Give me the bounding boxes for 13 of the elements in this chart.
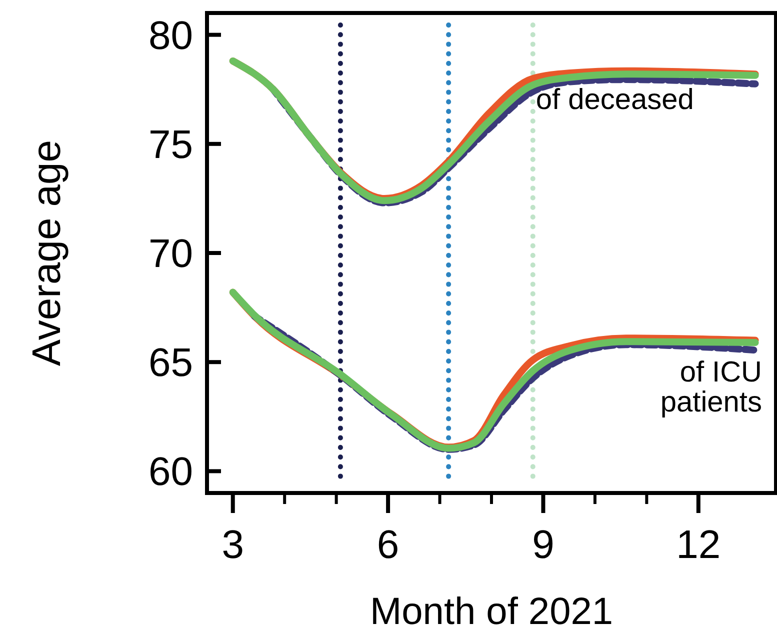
- y-tick-label: 70: [148, 232, 193, 276]
- x-tick-label: 3: [222, 523, 244, 567]
- y-tick-label: 65: [148, 341, 193, 386]
- y-axis-title: Average age: [25, 140, 69, 366]
- x-tick-label: 12: [676, 523, 721, 567]
- annotation: of deceased: [536, 84, 694, 116]
- x-axis-title: Month of 2021: [370, 591, 613, 633]
- annotation: of ICU patients: [660, 356, 762, 419]
- y-tick-label: 60: [148, 450, 193, 494]
- y-tick-label: 80: [148, 14, 193, 58]
- y-tick-label: 75: [148, 122, 193, 167]
- x-tick-label: 9: [532, 523, 554, 567]
- x-tick-label: 6: [376, 523, 400, 567]
